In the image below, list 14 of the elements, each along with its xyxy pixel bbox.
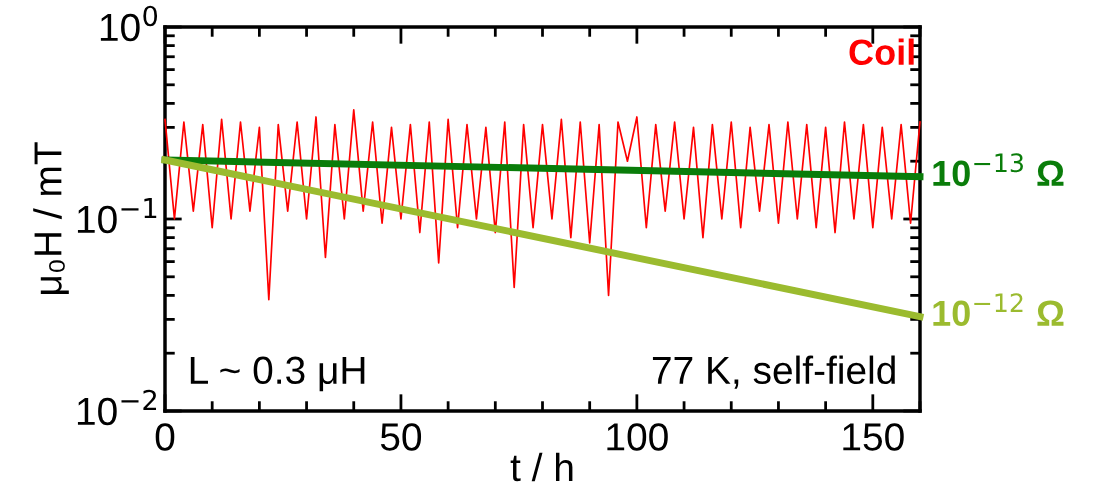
x-tick-label: 0: [155, 423, 175, 451]
series-label: Coil: [849, 38, 914, 66]
series-label: 10$^{−13}$ Ω: [933, 153, 1064, 187]
annotation: 77 K, self-field: [652, 355, 895, 389]
x-tick-label: 50: [380, 423, 422, 451]
y-tick-label: 10$^{−2}$: [77, 389, 156, 426]
x-tick-label: 150: [843, 423, 904, 451]
series-label: 10$^{−12}$ Ω: [933, 293, 1064, 327]
y-tick-label: 10$^{0}$: [100, 5, 158, 42]
y-axis-title: μ₀H / mT: [33, 142, 69, 294]
x-axis-title: t / h: [510, 452, 573, 482]
x-tick-label: 100: [607, 423, 668, 451]
y-tick-label: 10$^{−1}$: [77, 198, 157, 234]
annotation: L ~ 0.3 μH: [190, 356, 365, 392]
